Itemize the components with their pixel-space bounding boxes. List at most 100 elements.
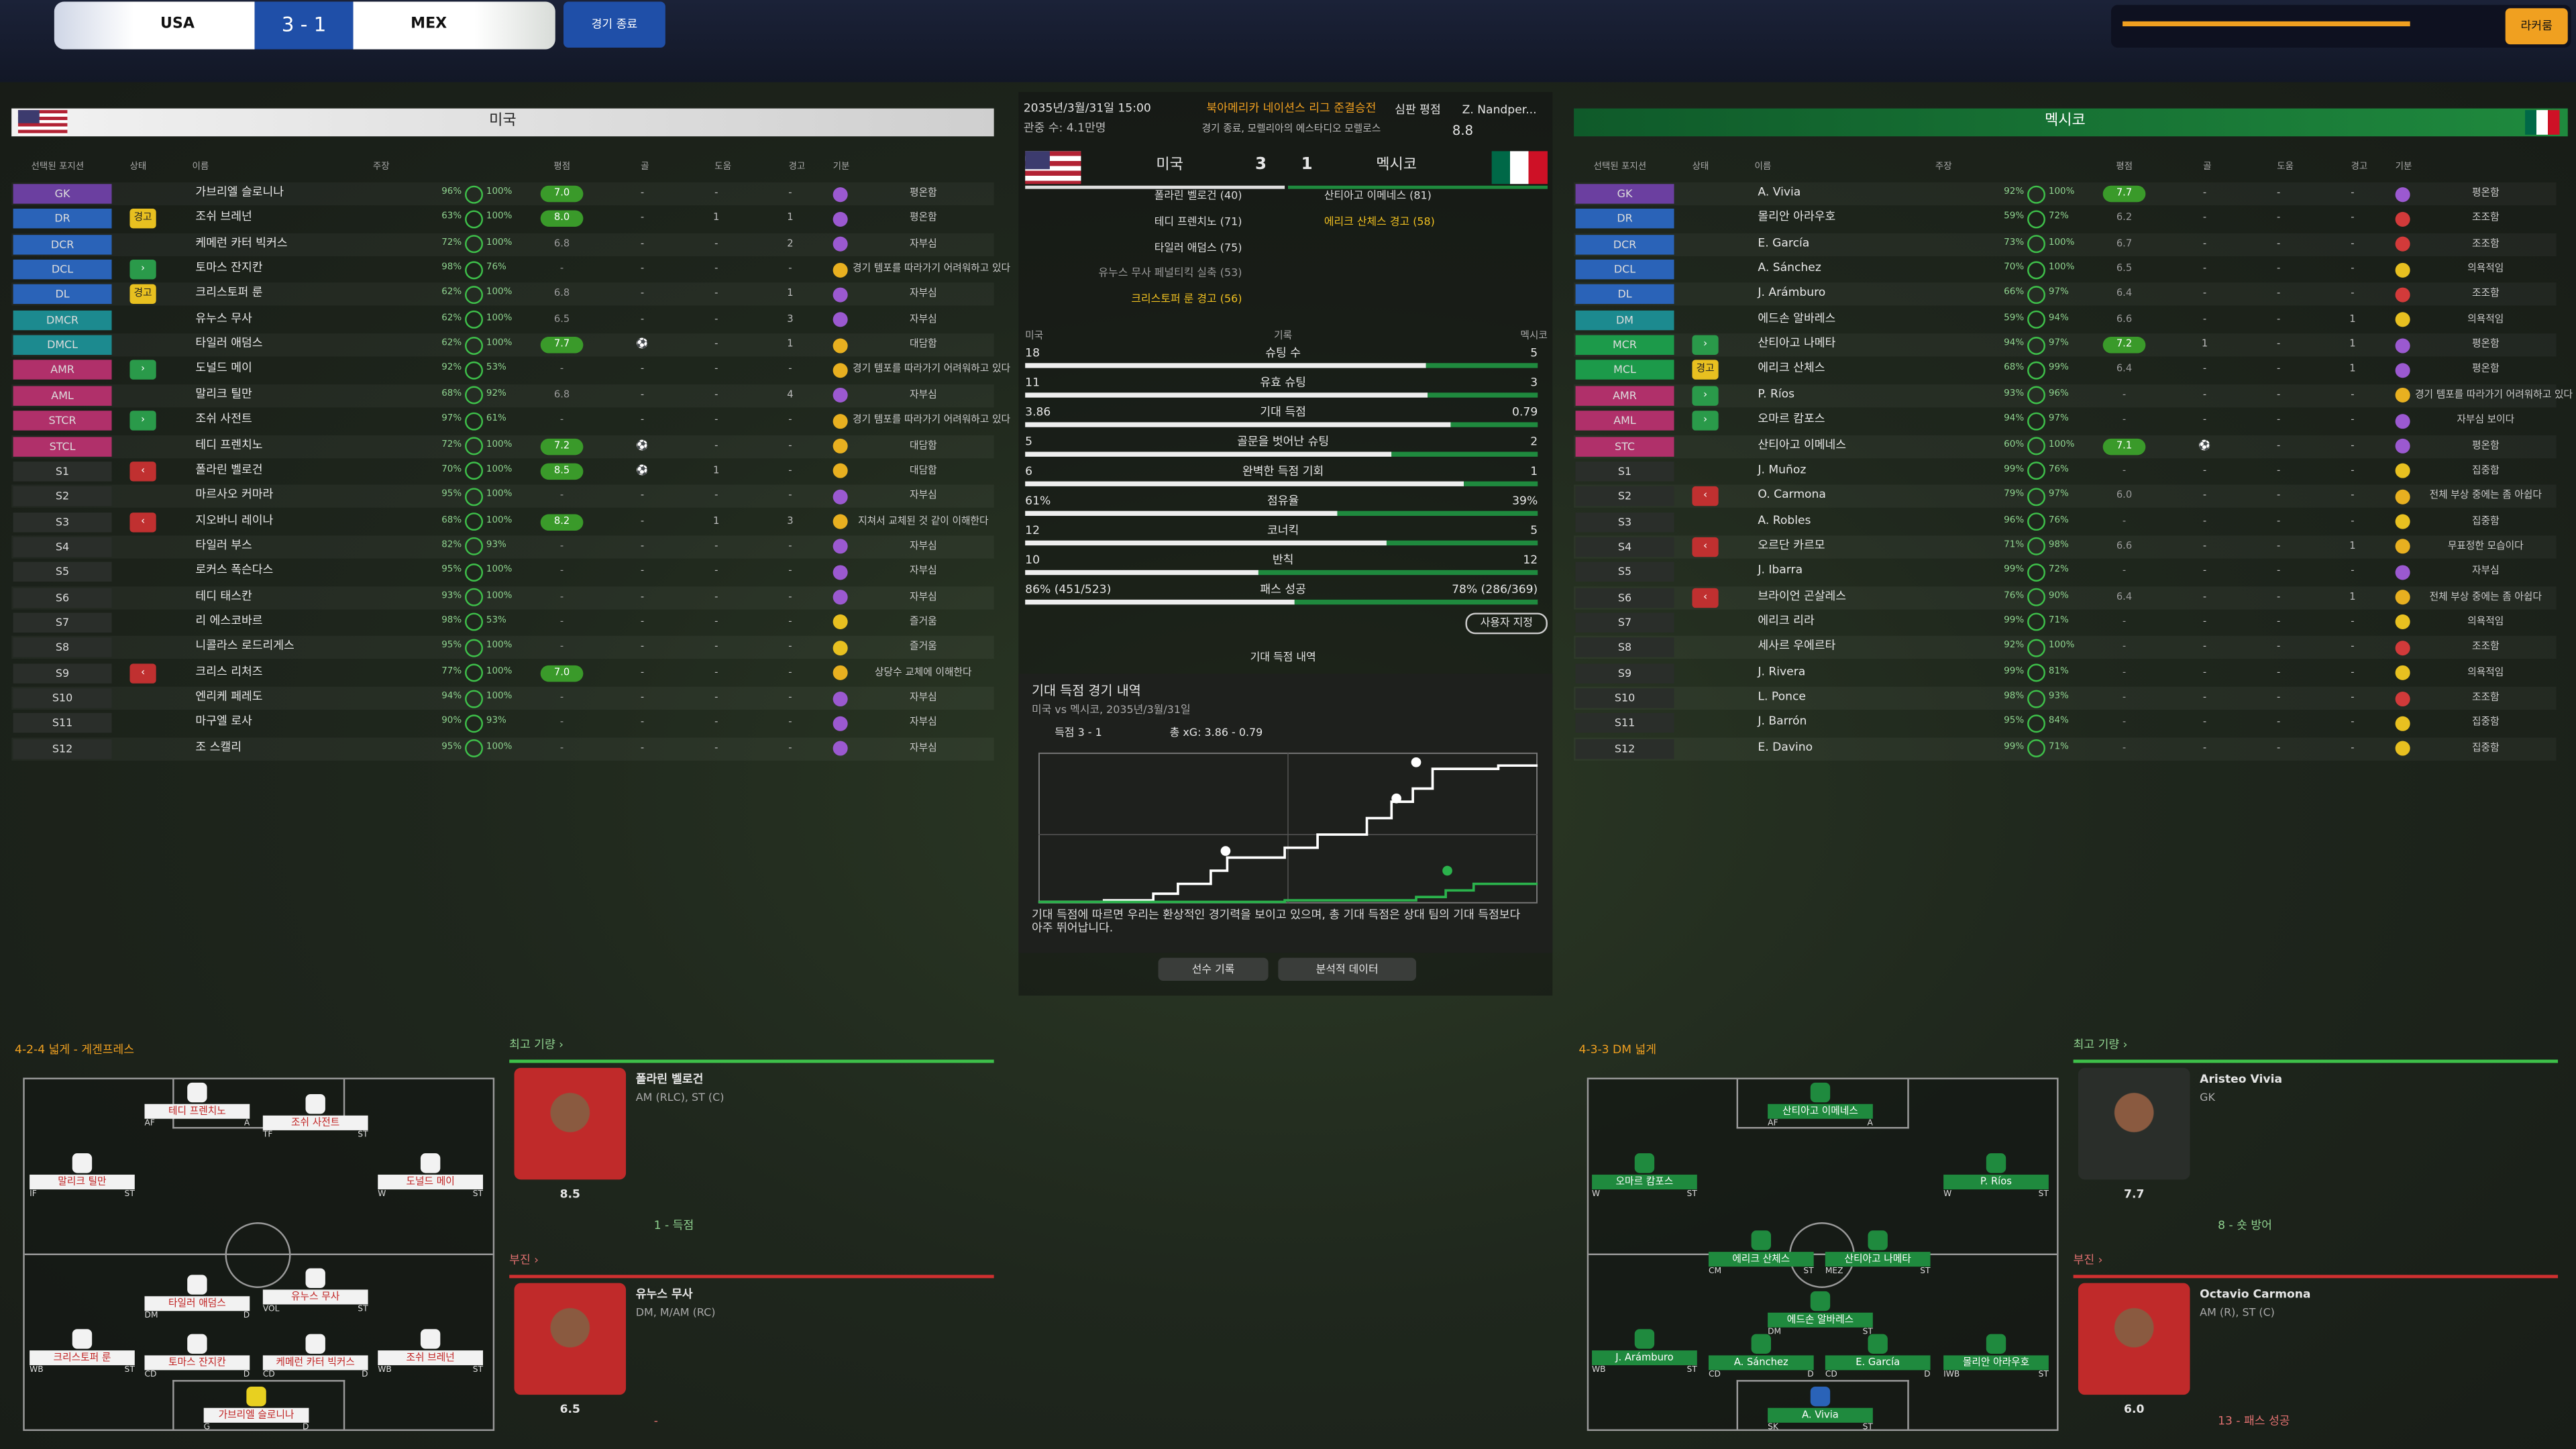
player-name[interactable]: E. García [1758, 235, 1810, 250]
player-name[interactable]: 케메런 카터 빅커스 [195, 235, 288, 250]
player-name[interactable]: 타일러 부스 [195, 538, 252, 552]
status[interactable]: › [1692, 386, 1719, 406]
status[interactable]: ‹ [1692, 486, 1719, 506]
player-name[interactable]: 산티아고 나메타 [1758, 337, 1836, 350]
pitch-player-name[interactable]: E. García [1825, 1355, 1931, 1371]
player-name[interactable]: 테디 프렌치노 [195, 437, 263, 451]
locker-button[interactable]: 라커룸 [2505, 8, 2568, 45]
player-name[interactable]: Octavio Carmona [2200, 1288, 2311, 1301]
panel-button[interactable]: 분석적 데이터 [1278, 957, 1417, 981]
position: S7 [13, 612, 112, 633]
player-name[interactable]: 토마스 잔지칸 [195, 261, 263, 275]
player-name[interactable]: 몰리안 아라우호 [1758, 211, 1836, 224]
player-name[interactable]: 조쉬 브레넌 [195, 211, 252, 224]
player-name[interactable]: 테디 태스칸 [195, 589, 252, 602]
status[interactable]: › [129, 260, 156, 280]
player-name[interactable]: 에리크 산체스 [1758, 362, 1825, 376]
player-name[interactable]: 엔리케 페레도 [195, 690, 263, 704]
pitch-player-name[interactable]: 에드손 알바레스 [1768, 1312, 1873, 1328]
player-name[interactable]: 타일러 애덤스 [195, 337, 263, 350]
pitch-player-name[interactable]: 조쉬 사전트 [262, 1115, 368, 1130]
status[interactable]: › [1692, 411, 1719, 431]
player-name[interactable]: 오르단 카르모 [1758, 538, 1825, 552]
pitch-player-name[interactable]: 가브리엘 슬로니나 [203, 1407, 309, 1423]
player-name[interactable]: A. Vivia [1758, 185, 1801, 199]
pitch-player-name[interactable]: 도널드 메이 [378, 1175, 484, 1190]
player-name[interactable]: 도널드 메이 [195, 362, 252, 376]
status[interactable]: 경고 [129, 284, 156, 305]
pitch-player-name[interactable]: 유누스 무사 [262, 1289, 368, 1305]
player-name[interactable]: 브라이언 곤살레스 [1758, 589, 1847, 602]
status[interactable]: ‹ [129, 511, 156, 532]
status[interactable]: ‹ [129, 461, 156, 482]
status[interactable]: ‹ [1692, 587, 1719, 608]
player-name[interactable]: 말리크 틸만 [195, 387, 252, 401]
player-name[interactable]: 니콜라스 로드리게스 [195, 639, 294, 653]
pitch-player-name[interactable]: 오마르 캄포스 [1592, 1175, 1697, 1190]
player-name[interactable]: 조 스캘리 [195, 740, 242, 754]
player-name[interactable]: 유누스 무사 [195, 311, 252, 325]
status[interactable]: › [129, 360, 156, 380]
player-name[interactable]: L. Ponce [1758, 690, 1806, 704]
pitch-player-name[interactable]: 테디 프렌치노 [144, 1104, 250, 1119]
player-name[interactable]: 폴라린 벨로건 [635, 1073, 704, 1086]
pitch-player-name[interactable]: A. Vivia [1768, 1407, 1873, 1423]
player-name[interactable]: 가브리엘 슬로니나 [195, 185, 284, 199]
player-name[interactable]: A. Sánchez [1758, 261, 1821, 275]
player-name[interactable]: O. Carmona [1758, 488, 1826, 502]
player-name[interactable]: 크리스토퍼 룬 [195, 286, 263, 300]
pitch-player-name[interactable]: 산티아고 이메네스 [1768, 1104, 1873, 1119]
pitch-player-name[interactable]: 말리크 틸만 [30, 1175, 135, 1190]
player-name[interactable]: J. Muñoz [1758, 463, 1807, 476]
status[interactable]: ‹ [129, 663, 156, 683]
pitch-player-name[interactable]: 조쉬 브레넌 [378, 1350, 484, 1366]
player-name[interactable]: 세사르 우에르타 [1758, 639, 1836, 653]
panel-button[interactable]: 선수 기록 [1158, 957, 1269, 981]
player-name[interactable]: P. Ríos [1758, 387, 1795, 401]
player-name[interactable]: 크리스 리처즈 [195, 664, 263, 678]
panel-heading[interactable]: 부진 › [509, 1253, 539, 1267]
player-name[interactable]: 조쉬 사전트 [195, 413, 252, 426]
player-name[interactable]: 마구엘 로사 [195, 715, 252, 729]
pitch-player-name[interactable]: 크리스토퍼 룬 [30, 1350, 135, 1366]
player-name[interactable]: J. Arámburo [1758, 286, 1826, 300]
player-name[interactable]: 에리크 리라 [1758, 614, 1815, 628]
pitch-player-name[interactable]: 산티아고 나메타 [1825, 1252, 1931, 1267]
status[interactable]: ‹ [1692, 537, 1719, 557]
player-name[interactable]: 에드손 알바레스 [1758, 311, 1836, 325]
pitch-player-name[interactable]: 토마스 잔지칸 [144, 1355, 250, 1371]
section-title[interactable]: 기대 득점 내역 [1250, 650, 1316, 664]
player-name[interactable]: 리 에스코바르 [195, 614, 263, 628]
player-name[interactable]: E. Davino [1758, 740, 1813, 754]
player-name[interactable]: 오마르 캄포스 [1758, 413, 1825, 426]
player-name[interactable]: 산티아고 이메네스 [1758, 437, 1847, 451]
player-name[interactable]: 지오바니 레이나 [195, 513, 274, 527]
panel-heading[interactable]: 최고 기량 › [509, 1038, 564, 1052]
player-name[interactable]: 폴라린 벨로건 [195, 463, 263, 476]
status[interactable]: 경고 [1692, 360, 1719, 380]
mood-icon [2395, 211, 2410, 227]
pitch-player-name[interactable]: 타일러 애덤스 [144, 1296, 250, 1311]
status[interactable]: 경고 [129, 209, 156, 229]
status-button[interactable]: 경기 종료 [564, 1, 665, 48]
duty: ST [1803, 1267, 1814, 1277]
pitch-player-name[interactable]: 에리크 산체스 [1708, 1252, 1814, 1267]
status[interactable]: › [129, 411, 156, 431]
player-name[interactable]: J. Ibarra [1758, 564, 1803, 578]
player-name[interactable]: Aristeo Vivia [2200, 1073, 2283, 1086]
player-name[interactable]: 마르사오 커마라 [195, 488, 274, 502]
pitch-player-name[interactable]: 몰리안 아라우호 [1943, 1355, 2049, 1371]
status[interactable]: › [1692, 335, 1719, 356]
custom-button[interactable]: 사용자 지정 [1465, 612, 1548, 635]
player-name[interactable]: J. Rivera [1758, 664, 1806, 678]
pitch-player-name[interactable]: A. Sánchez [1708, 1355, 1814, 1371]
player-name[interactable]: J. Barrón [1758, 715, 1807, 729]
pitch-player-name[interactable]: 케메런 카터 빅커스 [262, 1355, 368, 1371]
panel-heading[interactable]: 최고 기량 › [2073, 1038, 2128, 1052]
pitch-player-name[interactable]: J. Arámburo [1592, 1350, 1697, 1366]
player-name[interactable]: 유누스 무사 [635, 1288, 693, 1301]
pitch-player-name[interactable]: P. Ríos [1943, 1175, 2049, 1190]
player-name[interactable]: A. Robles [1758, 513, 1811, 527]
player-name[interactable]: 로커스 폭슨다스 [195, 564, 274, 578]
panel-heading[interactable]: 부진 › [2073, 1253, 2103, 1267]
